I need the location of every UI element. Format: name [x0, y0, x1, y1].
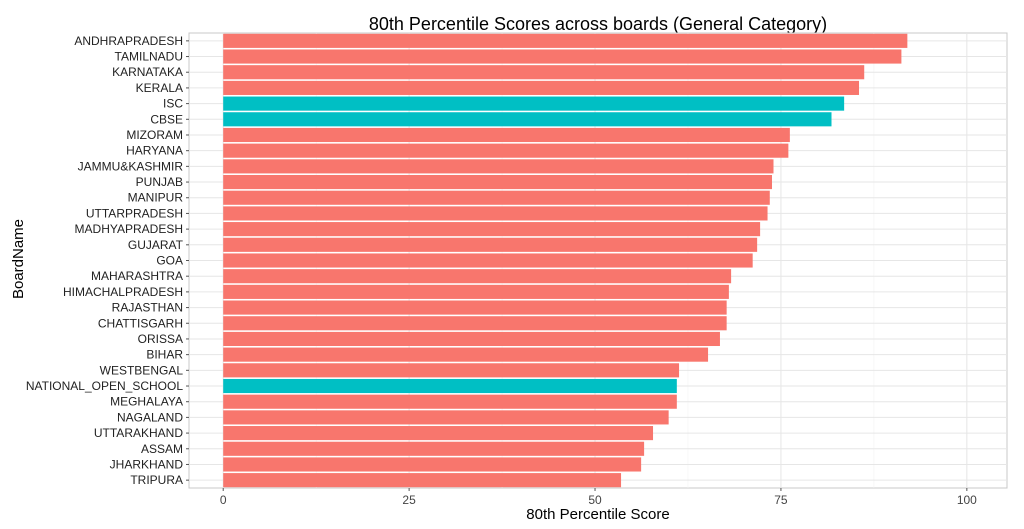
category-label: ISC [163, 97, 183, 111]
x-tick-labels: 0 25 50 75 100 [220, 488, 977, 507]
bar-bihar [223, 347, 709, 362]
bar-chattisgarh [223, 316, 727, 331]
category-label: ORISSA [138, 332, 183, 346]
bar-mizoram [223, 127, 790, 143]
category-label: HIMACHALPRADESH [63, 285, 183, 299]
category-label: MADHYAPRADESH [75, 222, 183, 236]
bar-rajasthan [223, 300, 727, 315]
category-label: GUJARAT [128, 238, 184, 252]
bar-jammu-kashmir [223, 159, 774, 174]
category-label: ANDHRAPRADESH [74, 34, 183, 48]
category-label: GOA [156, 254, 183, 268]
category-label: MANIPUR [128, 191, 184, 205]
category-label: TAMILNADU [115, 50, 183, 64]
bar-himachalpradesh [223, 284, 729, 299]
x-tick-label: 25 [402, 493, 416, 507]
bar-uttarpradesh [223, 206, 768, 221]
bar-westbengal [223, 363, 680, 378]
bar-national-open-school [223, 378, 677, 394]
chart-title: 80th Percentile Scores across boards (Ge… [369, 14, 827, 34]
category-label: JAMMU&KASHMIR [78, 159, 184, 173]
bar-cbse [223, 112, 832, 127]
bar-uttarakhand [223, 426, 654, 441]
bar-manipur [223, 190, 770, 205]
category-label: MEGHALAYA [110, 395, 183, 409]
category-label: UTTARAKHAND [94, 426, 183, 440]
bar-madhyapradesh [223, 222, 761, 237]
bar-haryana [223, 143, 789, 158]
bar-nagaland [223, 410, 669, 425]
x-tick-label: 50 [588, 493, 602, 507]
category-label: NATIONAL_OPEN_SCHOOL [26, 379, 183, 393]
x-tick-label: 75 [774, 493, 788, 507]
bar-isc [223, 96, 845, 111]
category-label: WESTBENGAL [100, 363, 184, 377]
bar-orissa [223, 331, 720, 347]
category-label: NAGALAND [117, 410, 183, 424]
category-label: MAHARASHTRA [91, 269, 183, 283]
bar-kerala [223, 80, 860, 95]
category-label: RAJASTHAN [112, 301, 183, 315]
bar-tamilnadu [223, 49, 902, 64]
x-axis-title: 80th Percentile Score [526, 506, 669, 523]
category-label: JHARKHAND [110, 457, 184, 471]
category-label: MIZORAM [126, 128, 183, 142]
category-label: CBSE [150, 112, 183, 126]
bar-goa [223, 253, 753, 268]
category-label: KERALA [136, 81, 183, 95]
y-axis-title: BoardName [10, 219, 27, 299]
x-tick-label: 0 [220, 493, 227, 507]
bar-karnataka [223, 65, 865, 80]
bar-maharashtra [223, 269, 732, 284]
category-label: BIHAR [146, 348, 183, 362]
bar-tripura [223, 473, 622, 488]
category-label: HARYANA [126, 144, 183, 158]
bar-gujarat [223, 237, 758, 252]
category-label: CHATTISGARH [98, 316, 183, 330]
bar-punjab [223, 174, 773, 190]
bar-meghalaya [223, 394, 677, 409]
category-label: KARNATAKA [112, 65, 183, 79]
category-label: TRIPURA [130, 473, 183, 487]
category-label: PUNJAB [136, 175, 183, 189]
x-tick-label: 100 [957, 493, 977, 507]
bar-assam [223, 441, 645, 456]
bar-andhrapradesh [223, 33, 908, 48]
category-label: UTTARPRADESH [86, 206, 183, 220]
bars [223, 33, 908, 488]
bar-jharkhand [223, 457, 642, 472]
category-label: ASSAM [141, 442, 183, 456]
